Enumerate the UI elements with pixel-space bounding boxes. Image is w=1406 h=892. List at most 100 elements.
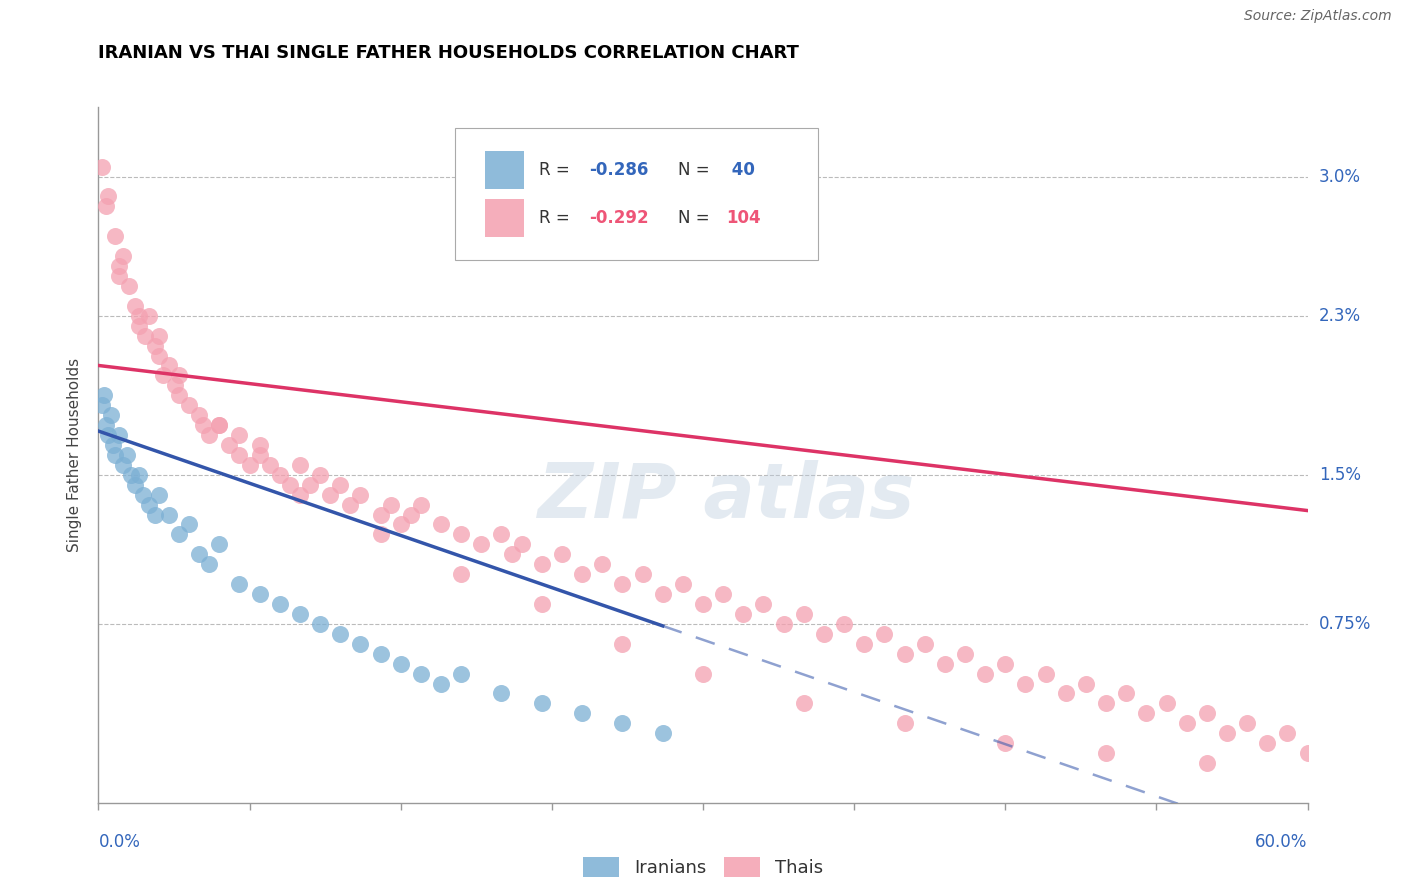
Point [1054, 686, 1077, 700]
Point [893, 716, 915, 731]
Point [1195, 756, 1218, 770]
Point [138, 498, 160, 512]
Point [269, 597, 291, 611]
Point [132, 488, 155, 502]
Point [299, 477, 322, 491]
Point [97, 189, 120, 203]
Point [370, 647, 392, 661]
Point [470, 537, 492, 551]
Point [1195, 706, 1218, 721]
Text: N =: N = [678, 210, 714, 227]
Point [651, 726, 673, 740]
Point [120, 467, 142, 482]
Point [91, 160, 114, 174]
Point [994, 657, 1017, 671]
Point [530, 697, 553, 711]
Text: 104: 104 [725, 210, 761, 227]
Point [228, 448, 250, 462]
Point [389, 657, 412, 671]
Point [118, 279, 141, 293]
Point [107, 259, 129, 273]
Point [93, 388, 115, 402]
Point [167, 368, 190, 383]
Point [501, 547, 523, 561]
Text: 3.0%: 3.0% [1319, 168, 1361, 186]
Point [91, 398, 114, 412]
Text: N =: N = [678, 161, 714, 178]
Point [167, 527, 190, 541]
Point [278, 477, 301, 491]
Point [148, 349, 170, 363]
Point [188, 547, 211, 561]
Text: IRANIAN VS THAI SINGLE FATHER HOUSEHOLDS CORRELATION CHART: IRANIAN VS THAI SINGLE FATHER HOUSEHOLDS… [98, 45, 799, 62]
Point [772, 616, 794, 631]
Point [111, 249, 134, 263]
Point [1095, 746, 1118, 760]
Point [208, 418, 231, 433]
Point [370, 508, 392, 522]
Point [269, 467, 291, 482]
Point [994, 736, 1017, 750]
Point [450, 527, 472, 541]
Point [853, 637, 876, 651]
Point [692, 666, 714, 681]
Point [409, 498, 432, 512]
Point [249, 438, 271, 452]
Point [259, 458, 281, 472]
Point [1277, 726, 1299, 740]
Point [1175, 716, 1198, 731]
Point [953, 647, 976, 661]
Point [96, 418, 118, 433]
Point [571, 567, 593, 582]
Point [672, 577, 695, 591]
Point [893, 647, 915, 661]
Point [1216, 726, 1239, 740]
Point [1156, 697, 1178, 711]
Point [1236, 716, 1258, 731]
Point [349, 637, 371, 651]
Point [752, 597, 775, 611]
Point [128, 467, 150, 482]
Point [107, 428, 129, 442]
FancyBboxPatch shape [485, 151, 524, 189]
Point [309, 467, 332, 482]
Point [711, 587, 734, 601]
Point [179, 517, 201, 532]
Point [138, 309, 160, 323]
Point [152, 368, 174, 383]
Point [530, 558, 553, 572]
Point [115, 448, 138, 462]
Point [103, 229, 125, 244]
Point [1014, 676, 1036, 690]
Point [228, 428, 250, 442]
Text: 1.5%: 1.5% [1319, 466, 1361, 483]
Point [612, 637, 634, 651]
Point [124, 299, 146, 313]
Point [309, 616, 332, 631]
Point [591, 558, 613, 572]
Point [179, 398, 201, 412]
FancyBboxPatch shape [485, 199, 524, 237]
Point [1095, 697, 1118, 711]
Point [733, 607, 755, 621]
Point [329, 477, 352, 491]
Point [409, 666, 432, 681]
Point [813, 627, 835, 641]
Point [571, 706, 593, 721]
Point [934, 657, 956, 671]
Point [111, 458, 134, 472]
Point [1256, 736, 1278, 750]
Point [793, 697, 815, 711]
Text: 0.75%: 0.75% [1319, 615, 1371, 633]
Point [288, 458, 311, 472]
Point [793, 607, 815, 621]
Point [1135, 706, 1157, 721]
Point [198, 428, 221, 442]
Point [101, 438, 124, 452]
Point [430, 676, 453, 690]
Point [143, 338, 166, 352]
Point [510, 537, 533, 551]
Point [370, 527, 392, 541]
Text: R =: R = [538, 210, 575, 227]
Legend: Iranians, Thais: Iranians, Thais [576, 850, 830, 884]
